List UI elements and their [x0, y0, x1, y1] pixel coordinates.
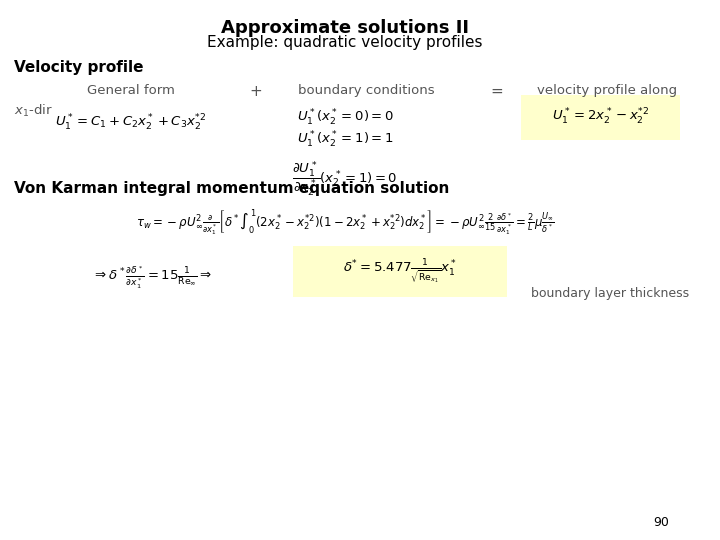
Text: $x_1$-dir: $x_1$-dir [14, 103, 53, 119]
Text: $\delta^{*} = 5.477 \frac{1}{\sqrt{\mathrm{Re}_{x_1}}} x_1^*$: $\delta^{*} = 5.477 \frac{1}{\sqrt{\math… [343, 258, 457, 286]
Text: Von Karman integral momentum equation solution: Von Karman integral momentum equation so… [14, 181, 449, 196]
Text: $\tau_w = -\rho U_\infty^2 \frac{\partial}{\partial x_1^*}\left[\delta^* \int_0^: $\tau_w = -\rho U_\infty^2 \frac{\partia… [135, 208, 554, 238]
FancyBboxPatch shape [521, 94, 680, 140]
Text: $U_1^* = 2x_2^* - x_2^{*2}$: $U_1^* = 2x_2^* - x_2^{*2}$ [552, 106, 649, 127]
Text: Approximate solutions II: Approximate solutions II [221, 19, 469, 37]
Text: General form: General form [87, 84, 175, 97]
Text: velocity profile along: velocity profile along [537, 84, 678, 97]
Text: $U_1^* = C_1 + C_2 x_2^* + C_3 x_2^{*2}$: $U_1^* = C_1 + C_2 x_2^* + C_3 x_2^{*2}$ [55, 113, 207, 133]
Text: =: = [490, 84, 503, 99]
Text: $\dfrac{\partial U_1^*}{\partial x_2^*}(x_2^*=1) = 0$: $\dfrac{\partial U_1^*}{\partial x_2^*}(… [292, 159, 398, 198]
Text: Velocity profile: Velocity profile [14, 60, 143, 76]
Text: boundary conditions: boundary conditions [297, 84, 434, 97]
Text: Example: quadratic velocity profiles: Example: quadratic velocity profiles [207, 35, 483, 50]
Text: $U_1^*(x_2^*=1) = 1$: $U_1^*(x_2^*=1) = 1$ [297, 130, 393, 150]
FancyBboxPatch shape [293, 246, 508, 297]
Text: 90: 90 [654, 516, 670, 529]
Text: $U_1^*(x_2^*=0) = 0$: $U_1^*(x_2^*=0) = 0$ [297, 108, 394, 128]
Text: +: + [249, 84, 262, 99]
Text: $\Rightarrow \delta^* \frac{\partial \delta^*}{\partial x_1^*}= 15 \frac{1}{\mat: $\Rightarrow \delta^* \frac{\partial \de… [91, 265, 212, 291]
Text: boundary layer thickness: boundary layer thickness [531, 287, 690, 300]
